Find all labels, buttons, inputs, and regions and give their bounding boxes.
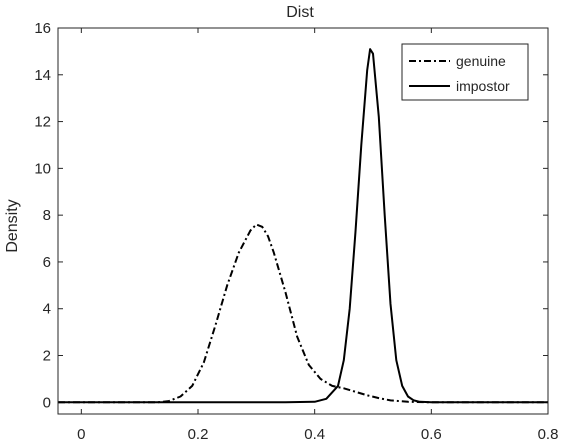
- x-tick-label: 0.2: [188, 426, 209, 442]
- plot-frame: [57, 27, 549, 415]
- axis-ticks: 0 0.2 0.4 0.6 0.8 0 2 4 6 8 10 12 14 16: [34, 20, 558, 442]
- y-tick-label: 6: [43, 254, 51, 271]
- x-tick-label: 0.8: [538, 426, 559, 442]
- legend-box: [401, 43, 529, 101]
- y-tick-label: 4: [43, 301, 51, 318]
- series-line-genuine: [58, 223, 548, 404]
- chart-title: Dist: [286, 4, 314, 21]
- x-tick-label: 0.6: [421, 426, 442, 442]
- legend-impostor-label: impostor: [456, 78, 510, 94]
- y-tick-label: 16: [34, 20, 51, 37]
- y-tick-label: 2: [43, 348, 51, 365]
- x-tick-label: 0.4: [304, 426, 325, 442]
- series-line-impostor: [58, 48, 548, 404]
- y-tick-label: 10: [34, 160, 51, 177]
- y-axis-label: Density: [4, 199, 21, 252]
- x-tick-label: 0: [77, 426, 85, 442]
- y-tick-label: 14: [34, 67, 51, 84]
- legend-genuine-label: genuine: [456, 53, 506, 69]
- y-tick-label: 12: [34, 114, 51, 131]
- legend: genuine impostor: [401, 43, 529, 101]
- series-group: [58, 48, 548, 404]
- y-tick-label: 8: [43, 207, 51, 224]
- y-tick-label: 0: [43, 394, 51, 411]
